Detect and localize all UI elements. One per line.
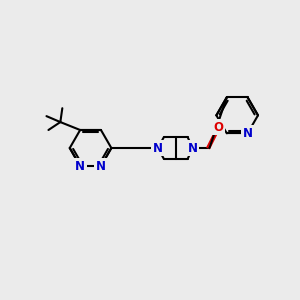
Text: O: O [213, 121, 224, 134]
Text: N: N [243, 127, 253, 140]
Text: N: N [75, 160, 85, 172]
Text: N: N [188, 142, 198, 154]
Text: N: N [96, 160, 106, 172]
Text: N: N [153, 142, 163, 154]
